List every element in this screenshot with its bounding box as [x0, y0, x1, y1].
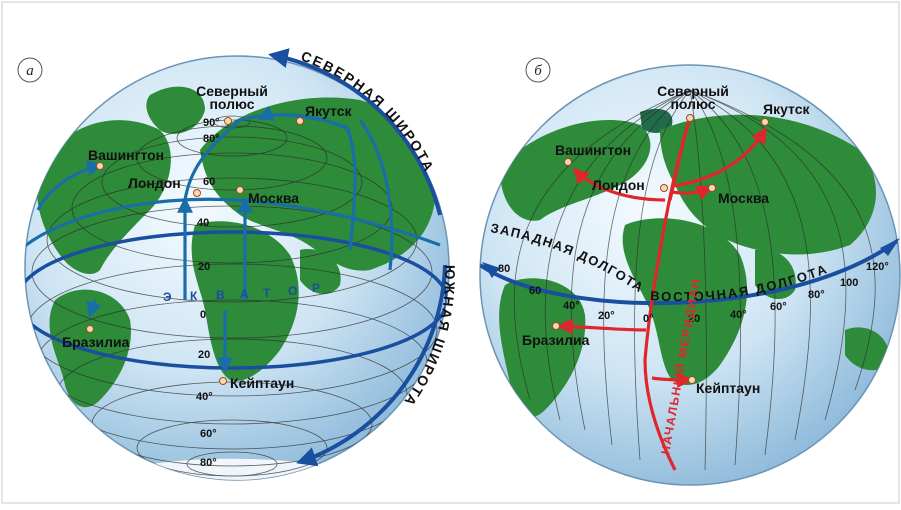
lon-w20-label: 20°	[598, 310, 615, 322]
city-dot-london-a	[193, 189, 201, 197]
city-dot-washington-b	[564, 158, 572, 166]
moscow-label-b: Москва	[718, 190, 769, 206]
yakutsk-label-a: Якутск	[305, 103, 352, 119]
svg-text:К: К	[190, 289, 198, 303]
city-dot-yakutsk-a	[296, 117, 304, 125]
lon-e60-label: 60°	[770, 301, 787, 313]
svg-text:Р: Р	[312, 281, 320, 295]
lon-e40-label: 40°	[730, 309, 747, 321]
equator-b	[480, 233, 900, 306]
lon-w40-label: 40°	[563, 300, 580, 312]
globe-a: а СЕВЕРНАЯ ШИРОТА ЮЖНАЯ ШИРОТА Северный …	[17, 48, 456, 481]
lon-0-label: 0°	[643, 313, 654, 325]
north-pole-label-b-line2: полюс	[670, 96, 715, 112]
land-south-america-b	[499, 278, 586, 418]
city-dot-capetown-b	[688, 376, 696, 384]
svg-text:О: О	[288, 284, 297, 298]
brasilia-label-b: Бразилиа	[522, 332, 590, 348]
capetown-label-a: Кейптаун	[230, 375, 294, 391]
lat-60-label: 60	[203, 176, 215, 188]
city-dot-washington-a	[96, 162, 104, 170]
lon-e100-label: 100	[840, 277, 858, 289]
city-dot-brasilia-a	[86, 325, 94, 333]
yakutsk-label-b: Якутск	[763, 101, 810, 117]
north-latitude-arrow	[268, 48, 442, 216]
lon-e80-label: 80°	[808, 289, 825, 301]
land-greenland-b	[640, 108, 673, 133]
washington-label-b: Вашингтон	[555, 142, 631, 158]
lat-s60-label: 60°	[200, 428, 217, 440]
svg-text:Э: Э	[163, 290, 172, 304]
equator-b-arrow-east	[880, 238, 900, 256]
land-greenland-a	[146, 86, 205, 134]
city-dot-brasilia-b	[552, 322, 560, 330]
north-pole-label-a-line2: полюс	[209, 96, 254, 112]
washington-label-a: Вашингтон	[88, 147, 164, 163]
panel-a-letter-circle	[17, 57, 43, 83]
city-dot-pole-b	[686, 114, 694, 122]
land-arabia-a	[300, 249, 341, 295]
city-dot-moscow-a	[236, 186, 244, 194]
lat-s40-label: 40°	[196, 391, 213, 403]
lat-80-label: 80°	[203, 133, 220, 145]
equator-b-arrow-west	[482, 262, 500, 278]
lon-w80-label: 80	[498, 263, 510, 275]
lat-0-label: 0	[200, 309, 206, 321]
north-pole-label-b-line1: Северный	[657, 83, 729, 99]
brasilia-label-a: Бразилиа	[62, 334, 130, 350]
south-latitude-arrow	[296, 264, 447, 467]
lon-e120-label: 120°	[866, 261, 889, 273]
lat-s20-label: 20	[198, 349, 210, 361]
equator-letters: Э К В А Т О Р	[163, 281, 320, 304]
lon-w60-label: 60	[529, 285, 541, 297]
lat-s80-label: 80°	[200, 457, 217, 469]
city-dot-pole-a	[224, 117, 232, 125]
north-pole-label-a-line1: Северный	[196, 83, 268, 99]
capetown-label-b: Кейптаун	[696, 380, 760, 396]
london-label-a: Лондон	[128, 175, 181, 191]
lat-40-label: 40	[197, 217, 209, 229]
land-south-america-a	[49, 289, 131, 408]
moscow-label-a: Москва	[248, 190, 299, 206]
globe-b: б ЗАПАДНАЯ ДОЛГОТА ВОСТОЧНАЯ ДОЛГОТА 80 …	[479, 57, 901, 486]
land-eurasia-b	[660, 114, 877, 255]
longitude-arrows-b	[556, 117, 767, 471]
panel-b-letter: б	[534, 63, 542, 79]
svg-text:В: В	[216, 288, 225, 302]
land-antarctica-a	[120, 458, 350, 480]
london-label-b: Лондон	[592, 177, 645, 193]
city-dot-moscow-b	[708, 184, 716, 192]
latitude-arrows-a	[25, 105, 441, 374]
lat-90-label: 90°	[203, 117, 220, 129]
panel-a-letter: а	[26, 63, 34, 79]
panel-b-letter-circle	[525, 57, 551, 83]
city-dot-capetown-a	[219, 377, 227, 385]
city-dot-yakutsk-b	[761, 118, 769, 126]
svg-text:А: А	[240, 287, 249, 301]
city-dot-london-b	[660, 184, 668, 192]
land-eurasia-a	[200, 97, 436, 271]
lon-e20-label: 20	[688, 313, 700, 325]
lat-20-label: 20	[198, 261, 210, 273]
svg-text:Т: Т	[263, 286, 271, 300]
